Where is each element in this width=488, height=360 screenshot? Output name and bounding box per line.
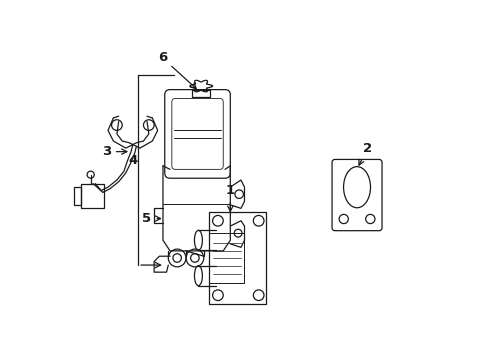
Text: 6: 6 <box>157 51 196 89</box>
Text: 5: 5 <box>142 212 160 225</box>
Text: 4: 4 <box>128 154 137 167</box>
Text: 3: 3 <box>102 145 127 158</box>
Bar <box>192 90 209 97</box>
Text: 2: 2 <box>358 141 371 165</box>
Bar <box>81 184 104 208</box>
Bar <box>74 187 81 205</box>
Text: 1: 1 <box>225 184 234 211</box>
